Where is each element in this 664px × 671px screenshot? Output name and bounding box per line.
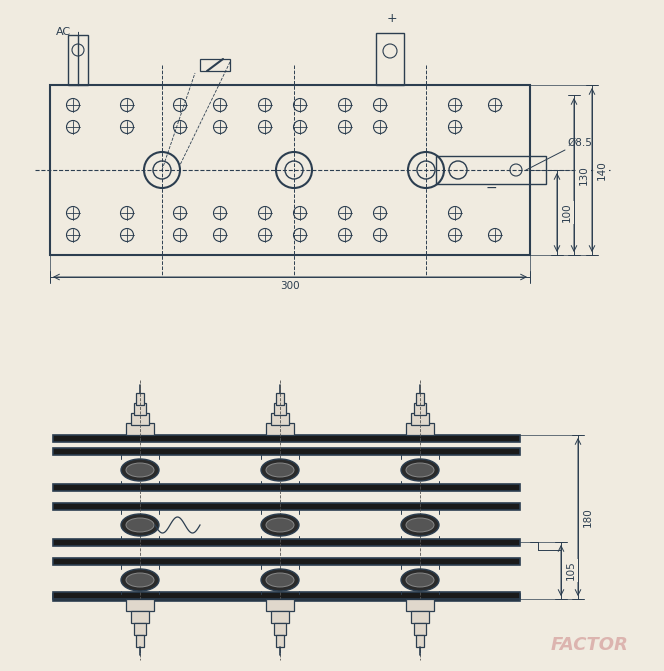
Text: 130: 130 <box>579 165 589 185</box>
Bar <box>271 413 289 425</box>
Bar <box>411 413 429 425</box>
Ellipse shape <box>266 463 294 477</box>
Bar <box>126 599 154 611</box>
Text: −: − <box>485 181 497 195</box>
Bar <box>416 635 424 647</box>
Ellipse shape <box>126 518 154 532</box>
Bar <box>414 403 426 415</box>
Text: 180: 180 <box>583 507 593 527</box>
Ellipse shape <box>406 463 434 477</box>
Bar <box>411 611 429 623</box>
Bar <box>136 393 144 405</box>
Ellipse shape <box>261 514 299 536</box>
Bar <box>274 623 286 635</box>
Bar <box>53 503 520 510</box>
Text: FACTOR: FACTOR <box>551 636 629 654</box>
Text: 140: 140 <box>597 160 607 180</box>
Ellipse shape <box>406 573 434 587</box>
Bar <box>376 33 404 85</box>
Bar <box>136 635 144 647</box>
Bar <box>134 623 146 635</box>
Ellipse shape <box>121 514 159 536</box>
Text: +: + <box>386 12 397 25</box>
Ellipse shape <box>121 569 159 591</box>
Ellipse shape <box>401 514 439 536</box>
Bar <box>266 423 294 435</box>
Ellipse shape <box>261 569 299 591</box>
Bar <box>53 539 520 546</box>
Bar <box>271 611 289 623</box>
Bar <box>274 403 286 415</box>
Bar <box>53 484 520 491</box>
Bar <box>53 592 520 599</box>
Bar <box>414 623 426 635</box>
Bar <box>131 611 149 623</box>
Bar <box>276 635 284 647</box>
Bar <box>53 435 520 442</box>
Bar <box>131 413 149 425</box>
Bar <box>436 156 546 184</box>
Text: Ø8.5: Ø8.5 <box>567 138 592 148</box>
Bar <box>53 558 520 565</box>
Bar <box>134 403 146 415</box>
Ellipse shape <box>266 518 294 532</box>
Bar <box>276 393 284 405</box>
Bar <box>200 59 230 71</box>
Text: AC: AC <box>56 27 71 37</box>
Ellipse shape <box>126 573 154 587</box>
Bar <box>406 423 434 435</box>
Text: 100: 100 <box>562 203 572 222</box>
Bar <box>126 423 154 435</box>
Ellipse shape <box>121 459 159 481</box>
Bar <box>68 35 88 85</box>
Bar <box>50 85 530 255</box>
Bar <box>53 594 520 601</box>
Bar <box>406 599 434 611</box>
Ellipse shape <box>406 518 434 532</box>
Ellipse shape <box>401 569 439 591</box>
Bar <box>416 393 424 405</box>
Ellipse shape <box>266 573 294 587</box>
Text: 105: 105 <box>566 561 576 580</box>
Ellipse shape <box>126 463 154 477</box>
Ellipse shape <box>261 459 299 481</box>
Bar <box>266 599 294 611</box>
Bar <box>53 448 520 455</box>
Ellipse shape <box>401 459 439 481</box>
Text: 300: 300 <box>280 281 300 291</box>
